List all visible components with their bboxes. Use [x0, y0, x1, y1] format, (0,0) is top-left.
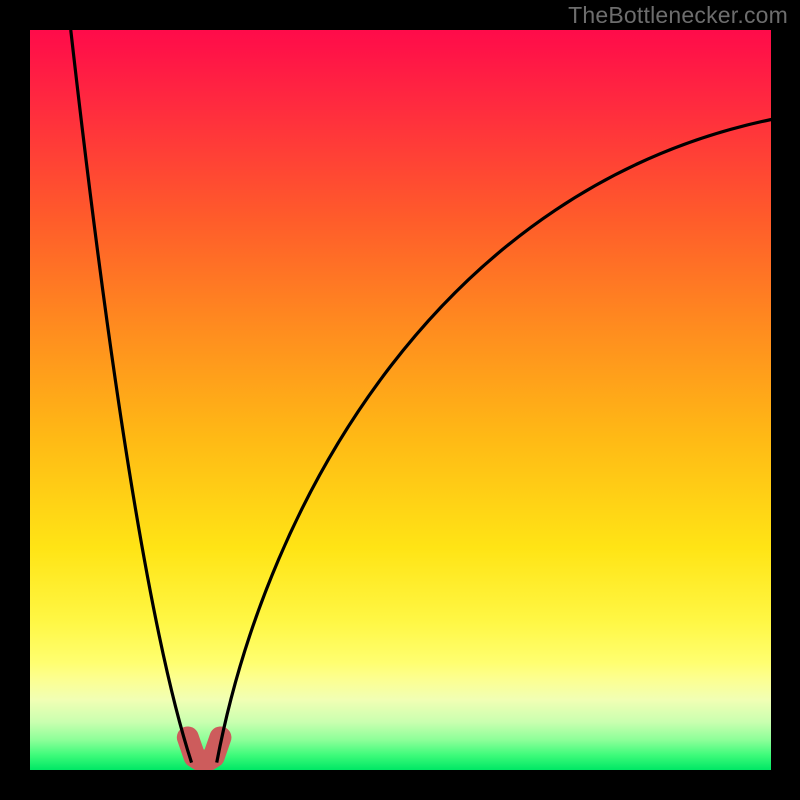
watermark-text: TheBottlenecker.com: [568, 2, 788, 29]
plot-area: [30, 30, 771, 770]
figure-root: { "meta": { "watermark_text": "TheBottle…: [0, 0, 800, 800]
gradient-background: [30, 30, 771, 770]
